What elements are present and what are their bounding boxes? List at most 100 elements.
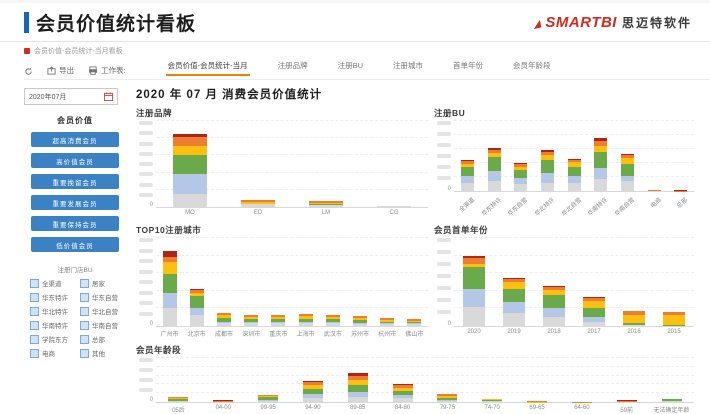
y-zero-label: 0 xyxy=(150,203,153,208)
dashboard-content: 2020年07月 会员价值 超高消费会员高价值会员重要挽留会员重要发展会员重要保… xyxy=(0,80,710,414)
bu-option-1[interactable]: 居家 xyxy=(80,278,128,288)
bar-bu-8[interactable] xyxy=(674,190,687,191)
y-tick-redacted xyxy=(437,132,451,136)
value-button-2[interactable]: 重要挽留会员 xyxy=(31,174,119,189)
y-tick-redacted xyxy=(139,259,153,263)
breadcrumb-icon xyxy=(24,48,30,54)
bu-option-10[interactable]: 电商 xyxy=(30,348,78,358)
y-tick-redacted xyxy=(437,310,451,314)
bar-city-0[interactable] xyxy=(163,251,177,326)
bar-bu-7[interactable] xyxy=(648,190,661,191)
y-zero-label: 0 xyxy=(150,398,153,403)
bar-age-7[interactable] xyxy=(482,399,502,403)
x-label: 84-80 xyxy=(380,403,425,414)
bu-option-3[interactable]: 华东自营 xyxy=(80,292,128,302)
bar-city-2[interactable] xyxy=(217,313,231,326)
bar-city-9[interactable] xyxy=(407,319,421,326)
bar-age-0[interactable] xyxy=(168,397,188,402)
x-label: 2016 xyxy=(614,327,654,335)
value-button-3[interactable]: 重要发展会员 xyxy=(31,195,119,210)
bar-age-10[interactable] xyxy=(617,400,637,402)
bar-year-3[interactable] xyxy=(583,297,605,326)
bar-brand-0[interactable] xyxy=(173,134,207,207)
bar-city-4[interactable] xyxy=(271,315,285,326)
export-button[interactable]: 导出 xyxy=(47,65,74,76)
bar-age-11[interactable] xyxy=(662,399,682,403)
bu-option-0[interactable]: 全渠道 xyxy=(30,278,78,288)
refresh-button[interactable] xyxy=(24,67,33,76)
bar-age-3[interactable] xyxy=(303,381,323,402)
y-tick-redacted xyxy=(139,172,153,176)
bar-age-1[interactable] xyxy=(213,400,233,402)
bu-option-5[interactable]: 华北自营 xyxy=(80,306,128,316)
y-tick-redacted xyxy=(139,142,153,146)
bu-option-2[interactable]: 华东特许 xyxy=(30,292,78,302)
x-label: 杭州市 xyxy=(374,327,401,338)
y-zero-label: 0 xyxy=(448,322,451,327)
bar-brand-1[interactable] xyxy=(241,200,275,207)
tab-2[interactable]: 注册BU xyxy=(336,59,365,76)
value-buttons: 超高消费会员高价值会员重要挽留会员重要发展会员重要保持会员低价值会员 xyxy=(22,132,128,252)
bu-option-9[interactable]: 总部 xyxy=(80,334,128,344)
month-picker-value: 2020年07月 xyxy=(29,92,66,102)
bar-city-8[interactable] xyxy=(380,318,394,326)
bu-option-11[interactable]: 其他 xyxy=(80,348,128,358)
worksheet-button[interactable]: 工作表: xyxy=(88,65,126,76)
bar-bu-6[interactable] xyxy=(621,154,634,191)
bar-city-5[interactable] xyxy=(299,314,313,326)
x-label: 无法确定年龄 xyxy=(649,403,694,414)
bar-year-1[interactable] xyxy=(503,278,525,326)
x-label: 华南特许 xyxy=(587,192,614,218)
checkbox-icon xyxy=(30,335,39,344)
chart-title: 会员首单年份 xyxy=(434,224,694,236)
bar-age-5[interactable] xyxy=(393,384,413,402)
bar-bu-4[interactable] xyxy=(568,159,581,191)
bar-brand-2[interactable] xyxy=(309,201,343,207)
bar-age-4[interactable] xyxy=(348,373,368,402)
bar-year-2[interactable] xyxy=(543,286,565,326)
value-button-1[interactable]: 高价值会员 xyxy=(31,153,119,168)
value-section-label: 会员价值 xyxy=(22,115,128,126)
bar-bu-0[interactable] xyxy=(461,160,474,191)
bar-brand-3[interactable] xyxy=(377,206,411,207)
bar-bu-5[interactable] xyxy=(594,138,607,191)
checkbox-icon xyxy=(80,293,89,302)
x-label: 64-60 xyxy=(559,403,604,414)
tab-3[interactable]: 注册城市 xyxy=(391,59,425,76)
bar-city-3[interactable] xyxy=(244,315,258,326)
bar-age-2[interactable] xyxy=(258,395,278,402)
bu-option-7[interactable]: 华南自营 xyxy=(80,320,128,330)
tab-5[interactable]: 会员年龄段 xyxy=(511,59,553,76)
bar-city-1[interactable] xyxy=(190,289,204,326)
bu-option-6[interactable]: 华南特许 xyxy=(30,320,78,330)
bar-year-4[interactable] xyxy=(623,311,645,326)
title-accent-bar xyxy=(24,12,29,33)
x-label: 华北特许 xyxy=(534,192,561,218)
bar-age-6[interactable] xyxy=(437,394,457,402)
bar-age-8[interactable] xyxy=(527,401,547,402)
value-button-0[interactable]: 超高消费会员 xyxy=(31,132,119,147)
tab-1[interactable]: 注册品牌 xyxy=(276,59,310,76)
bar-bu-2[interactable] xyxy=(514,163,527,191)
month-picker[interactable]: 2020年07月 xyxy=(24,88,118,105)
bu-section-label: 注册门店BU xyxy=(22,264,128,274)
y-tick-redacted xyxy=(139,388,153,392)
bar-city-7[interactable] xyxy=(353,316,367,326)
bu-option-4[interactable]: 华北特许 xyxy=(30,306,78,316)
bu-option-8[interactable]: 学院东方 xyxy=(30,334,78,344)
value-button-4[interactable]: 重要保持会员 xyxy=(31,216,119,231)
bar-year-5[interactable] xyxy=(663,312,685,326)
value-button-5[interactable]: 低价值会员 xyxy=(31,237,119,252)
x-label: 深圳市 xyxy=(238,327,265,338)
x-label: 成都市 xyxy=(210,327,237,338)
y-axis: 0 xyxy=(136,121,156,208)
bar-bu-3[interactable] xyxy=(541,150,554,191)
bar-city-6[interactable] xyxy=(326,315,340,326)
y-tick-redacted xyxy=(139,162,153,166)
bar-year-0[interactable] xyxy=(463,256,485,326)
bar-bu-1[interactable] xyxy=(488,148,501,191)
tab-0[interactable]: 会员价值-会员统计-当月 xyxy=(166,59,250,76)
tab-4[interactable]: 首单年份 xyxy=(451,59,485,76)
